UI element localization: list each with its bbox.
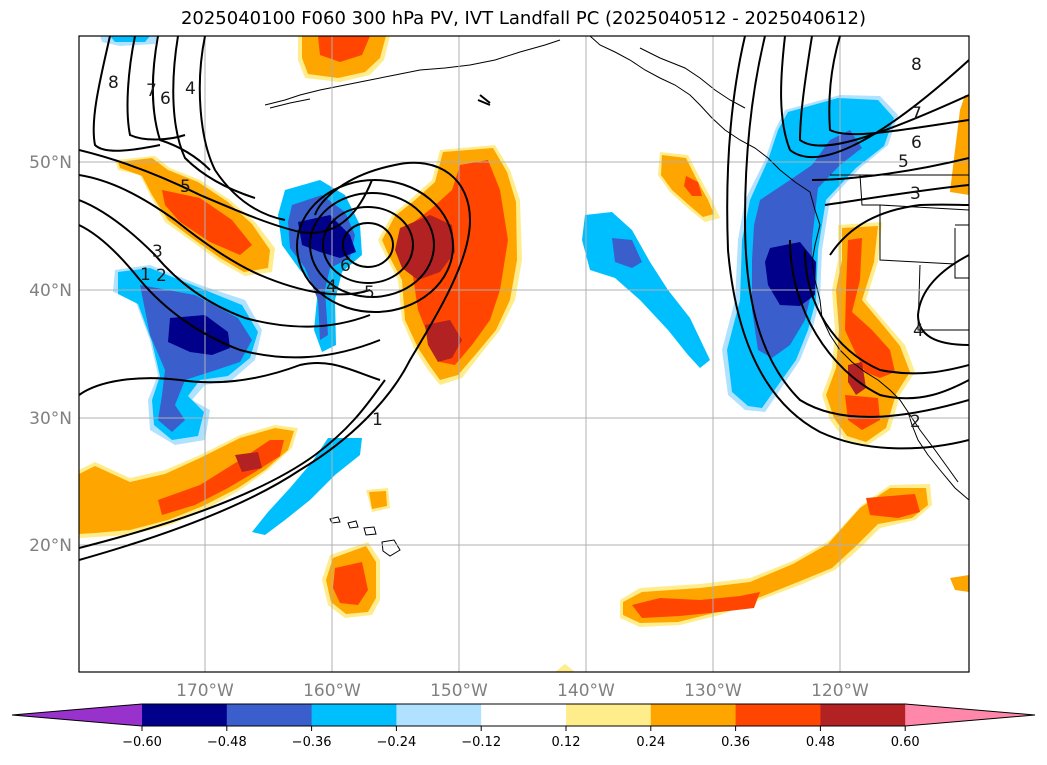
contour-label: 2 [910, 412, 921, 432]
contour-label: 7 [146, 81, 157, 101]
colorbar-tick-label: 0.24 [636, 735, 665, 750]
lat-label: 50°N [29, 153, 72, 173]
map-title: 2025040100 F060 300 hPa PV, IVT Landfall… [180, 8, 867, 29]
contour-label: 3 [910, 184, 921, 204]
colorbar-tick-label: 0.12 [552, 735, 581, 750]
colorbar-segment [311, 704, 397, 726]
colorbar-tick-label: −0.12 [461, 735, 501, 750]
colorbar-tick-label: −0.24 [376, 735, 416, 750]
lon-label: 130°W [684, 681, 742, 701]
contour-label: 5 [364, 283, 375, 303]
gridlines [79, 36, 969, 672]
contour-label: 5 [898, 152, 909, 172]
lon-label: 140°W [557, 681, 615, 701]
contour-label: 4 [913, 321, 924, 341]
contour-label: 4 [326, 277, 337, 297]
colorbar-segment [481, 704, 567, 726]
lat-label: 40°N [29, 281, 72, 301]
lat-label: 30°N [29, 409, 72, 429]
colorbar-segment [142, 704, 228, 726]
pv-contours [79, 36, 969, 561]
contour-label: 6 [911, 133, 922, 153]
colorbar-tick-label: 0.60 [891, 735, 920, 750]
pv-contour-labels: 8 7 6 4 3 5 1 2 6 4 5 1 8 7 6 5 3 4 2 [108, 55, 924, 432]
colorbar-tick-label: −0.48 [207, 735, 247, 750]
colorbar-tick-label: −0.60 [122, 735, 162, 750]
contour-label: 4 [185, 79, 196, 99]
contour-label: 3 [152, 242, 163, 262]
colorbar-segment [396, 704, 482, 726]
contour-label: 6 [160, 89, 171, 109]
lon-label: 170°W [176, 681, 234, 701]
map-layer: 8 7 6 4 3 5 1 2 6 4 5 1 8 7 6 5 3 4 2 [79, 36, 969, 672]
lon-label: 150°W [430, 681, 488, 701]
contour-label: 1 [140, 265, 151, 285]
colorbar-segment [820, 704, 906, 726]
colorbar-segment [226, 704, 313, 726]
colorbar-segment [650, 704, 737, 726]
map-frame [78, 35, 970, 673]
contour-label: 8 [108, 73, 119, 93]
lat-label: 20°N [29, 536, 72, 556]
lon-label: 160°W [303, 681, 361, 701]
pv-negative-anomalies [100, 36, 898, 535]
lon-label: 120°W [811, 681, 869, 701]
colorbar-extend-high [905, 704, 1035, 726]
colorbar-tick-label: −0.36 [292, 735, 332, 750]
contour-label: 8 [911, 55, 922, 75]
longitude-labels: 170°W 160°W 150°W 140°W 130°W 120°W [176, 681, 869, 701]
colorbar-extend-low [12, 704, 142, 726]
contour-label: 5 [180, 177, 191, 197]
contour-label: 7 [911, 104, 922, 124]
latitude-labels: 50°N 40°N 30°N 20°N [29, 153, 72, 556]
colorbar-tick-label: 0.48 [806, 735, 835, 750]
colorbar-tick-label: 0.36 [721, 735, 750, 750]
colorbar: −0.60 −0.48 −0.36 −0.24 −0.12 0.12 0.24 0.36 0.4… [11, 703, 1036, 750]
contour-label: 6 [340, 256, 351, 276]
colorbar-segment [566, 704, 652, 726]
contour-label: 2 [156, 266, 167, 286]
contour-label: 1 [372, 410, 383, 430]
colorbar-segment [735, 704, 821, 726]
